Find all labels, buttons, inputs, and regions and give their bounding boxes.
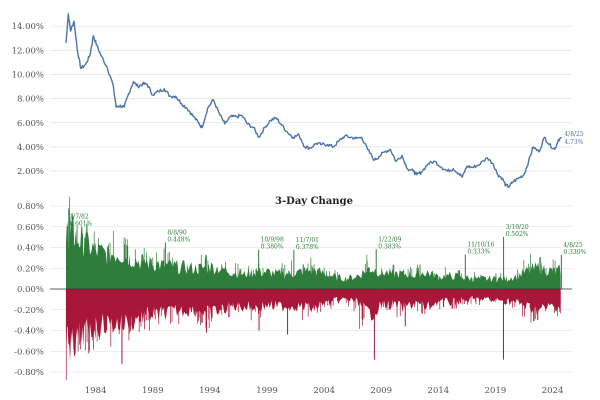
top-y-tick-label: 2.00% <box>17 167 44 177</box>
bottom-y-tick-label: 0.40% <box>17 244 44 254</box>
x-tick-label: 2024 <box>542 386 564 396</box>
last-value-number: 4.73% <box>564 139 583 146</box>
x-tick-label: 2014 <box>428 386 450 396</box>
bottom-y-tick-label: -0.80% <box>14 368 44 378</box>
annotation-date: 3/19/20 <box>506 224 529 231</box>
annotation-date: 4/8/25 <box>563 242 582 249</box>
x-tick-label: 1994 <box>199 386 221 396</box>
chart-title: 3-Day Change <box>275 196 353 207</box>
top-y-tick-label: 6.00% <box>17 119 44 129</box>
annotation-value: 0.380% <box>261 244 284 251</box>
x-tick-label: 1999 <box>256 386 278 396</box>
change-spikes <box>121 289 539 364</box>
annotation-date: 8/8/90 <box>167 230 186 237</box>
annotation-value: 0.333% <box>467 248 490 255</box>
top-y-tick-label: 10.00% <box>12 70 44 80</box>
annotation-value: 0.502% <box>506 231 529 238</box>
top-y-tick-label: 4.00% <box>17 143 44 153</box>
last-value-label: 4/8/25 4.73% <box>564 131 583 146</box>
x-tick-label: 2009 <box>370 386 392 396</box>
annotation-date: 10/9/98 <box>261 237 284 244</box>
annotation-value: 0.601% <box>69 221 92 228</box>
annotation-value: 0.378% <box>296 244 319 251</box>
annotation-value: 0.383% <box>378 243 401 250</box>
top-gridlines <box>50 25 572 172</box>
bottom-y-tick-label: -0.40% <box>14 327 44 337</box>
last-value-date: 4/8/25 <box>564 131 583 138</box>
three-day-change-chart: 3-Day Change -0.80% -0.60% -0.40% -0.20% 0.0… <box>14 196 586 396</box>
x-tick-label: 2019 <box>485 386 507 396</box>
bottom-y-tick-label: -0.20% <box>14 306 44 316</box>
top-y-tick-label: 12.00% <box>12 46 44 56</box>
change-bars-texture <box>65 196 561 380</box>
x-tick-label: 2004 <box>313 386 335 396</box>
x-axis: 1984 1989 1994 1999 2004 2009 2014 2019 2024 <box>85 386 564 396</box>
negative-change-area <box>66 289 561 362</box>
bottom-y-tick-label: 0.00% <box>17 285 44 295</box>
yield-line-chart: 2.00% 4.00% 6.00% 8.00% 10.00% 12.00% 14.00% 4… <box>12 13 584 188</box>
bottom-y-axis: -0.80% -0.60% -0.40% -0.20% 0.00% 0.20% 0.40% 0… <box>14 202 44 378</box>
positive-change-area <box>66 211 561 289</box>
x-tick-label: 1989 <box>142 386 164 396</box>
annotation-date: 1/22/09 <box>378 236 401 243</box>
annotation-date: 11/7/01 <box>296 237 319 244</box>
annotation-value: 0.448% <box>167 237 190 244</box>
annotation-date: 1/7/82 <box>69 214 88 221</box>
bottom-y-tick-label: -0.60% <box>14 347 44 357</box>
bottom-y-tick-label: 0.20% <box>17 264 44 274</box>
change-annotations: 1/7/820.601% 8/8/900.448% 10/9/980.380% 11/… <box>66 214 587 289</box>
x-tick-label: 1984 <box>85 386 107 396</box>
annotation-date: 11/10/16 <box>467 241 494 248</box>
top-y-axis: 2.00% 4.00% 6.00% 8.00% 10.00% 12.00% 14.00% <box>12 22 44 177</box>
yield-line <box>65 13 562 188</box>
bottom-y-tick-label: 0.80% <box>17 202 44 212</box>
annotation-value: 0.330% <box>563 249 586 256</box>
top-y-tick-label: 8.00% <box>17 95 44 105</box>
bottom-y-tick-label: 0.60% <box>17 223 44 233</box>
top-y-tick-label: 14.00% <box>12 22 44 32</box>
